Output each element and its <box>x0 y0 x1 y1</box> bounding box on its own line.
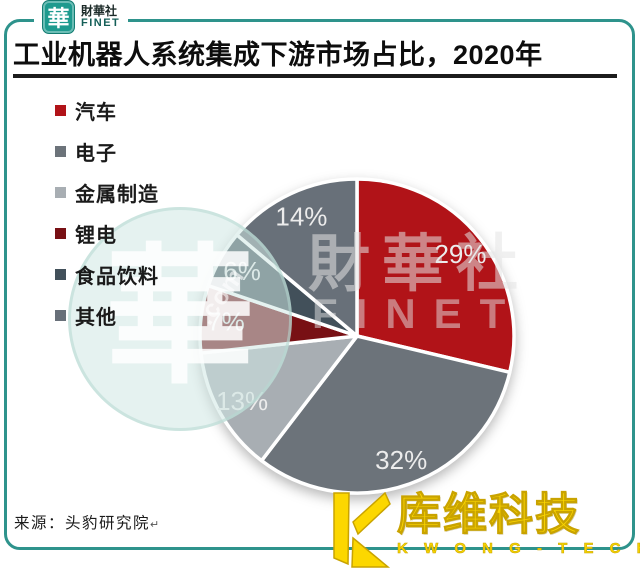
kwongtech-name-en: K W O N G - T E C H <box>397 540 640 558</box>
kwongtech-name-cn: 库维科技 <box>397 490 581 539</box>
legend-label: 食品饮料 <box>75 265 159 288</box>
legend-label: 其他 <box>75 306 117 329</box>
pie-chart: 29% 32% 13% 7% 6% 14% <box>198 177 516 495</box>
legend-swatch-icon <box>55 104 66 116</box>
legend-label: 金属制造 <box>75 183 159 206</box>
source-note: 来源：头豹研究院↵ <box>14 511 159 533</box>
legend-item: 锂电 <box>55 222 159 247</box>
finet-logo: 華 財華社 FINET <box>34 0 129 34</box>
brand-name-cn: 財華社 <box>81 3 118 18</box>
legend-item: 金属制造 <box>55 181 159 206</box>
pie-slice-电子 <box>259 334 512 495</box>
return-mark: ↵ <box>150 519 160 531</box>
title-underline <box>13 74 617 78</box>
chart-title: 工业机器人系统集成下游市场占比，2020年 <box>13 40 543 70</box>
legend-swatch-icon <box>55 227 66 239</box>
legend-swatch-icon <box>55 268 66 280</box>
pie-slice-label: 32% <box>375 445 427 475</box>
legend-label: 汽车 <box>75 101 117 124</box>
legend-item: 其他 <box>55 304 159 329</box>
pie-slice-label: 7% <box>207 307 245 337</box>
pie-slice-label: 14% <box>275 201 327 231</box>
legend-label: 电子 <box>75 142 117 165</box>
kwongtech-logo: 库维科技 K W O N G - T E C H <box>331 490 640 568</box>
legend-label: 锂电 <box>75 224 117 247</box>
legend: 汽车电子金属制造锂电食品饮料其他 <box>55 99 159 345</box>
kwongtech-k-icon <box>333 492 391 568</box>
brand-name-en: FINET <box>81 16 121 29</box>
pie-slice-label: 13% <box>216 386 268 416</box>
pie-slice-label: 6% <box>223 256 261 286</box>
pie-slice-label: 29% <box>434 239 486 269</box>
legend-item: 汽车 <box>55 99 159 124</box>
legend-swatch-icon <box>55 309 66 321</box>
pie-slice-汽车 <box>355 177 516 375</box>
legend-item: 电子 <box>55 140 159 165</box>
legend-swatch-icon <box>55 186 66 198</box>
finet-seal-icon: 華 <box>42 0 75 34</box>
legend-swatch-icon <box>55 145 66 157</box>
legend-item: 食品饮料 <box>55 263 159 288</box>
source-text: 来源：头豹研究院 <box>14 515 151 532</box>
